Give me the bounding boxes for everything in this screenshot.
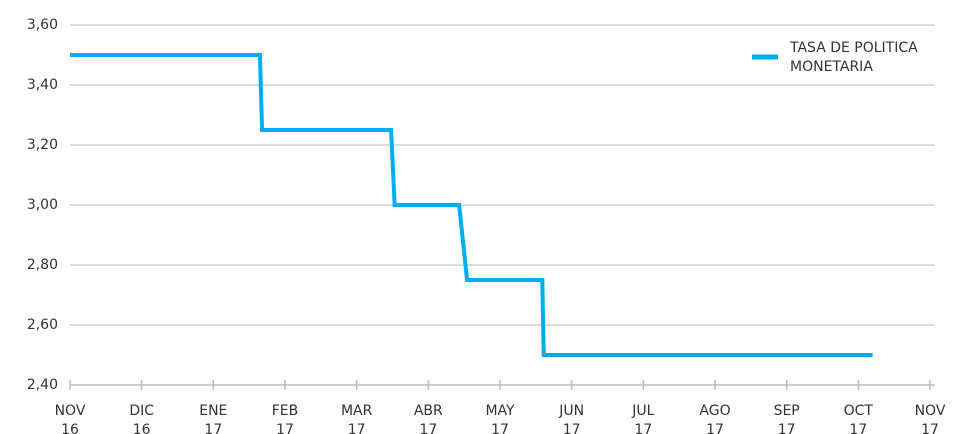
x-tick-label: FEB 17 [272, 403, 299, 434]
y-tick-label: 2,60 [27, 317, 58, 333]
x-tick-label: AGO 17 [699, 403, 730, 434]
y-tick-label: 3,00 [27, 197, 58, 213]
y-tick-label: 3,60 [27, 17, 58, 33]
y-tick-label: 3,40 [27, 77, 58, 93]
x-tick-label: JUN 17 [558, 403, 584, 434]
x-tick-label: NOV 17 [915, 403, 946, 434]
x-tick-label: OCT 17 [844, 403, 874, 434]
x-tick-label: DIC 16 [129, 403, 154, 434]
x-tick-label: MAR 17 [341, 403, 373, 434]
legend-label: TASA DE POLITICA MONETARIA [789, 40, 918, 75]
x-tick-label: NOV 16 [55, 403, 86, 434]
y-tick-label: 2,80 [27, 257, 58, 273]
y-tick-label: 2,40 [27, 377, 58, 393]
x-tick-label: ABR 17 [414, 403, 443, 434]
x-tick-label: JUL 17 [631, 403, 654, 434]
x-tick-label: ENE 17 [199, 403, 227, 434]
series-line [70, 53, 873, 357]
y-tick-label: 3,20 [27, 137, 58, 153]
x-tick-label: SEP 17 [774, 403, 800, 434]
x-tick-label: MAY 17 [485, 403, 515, 434]
